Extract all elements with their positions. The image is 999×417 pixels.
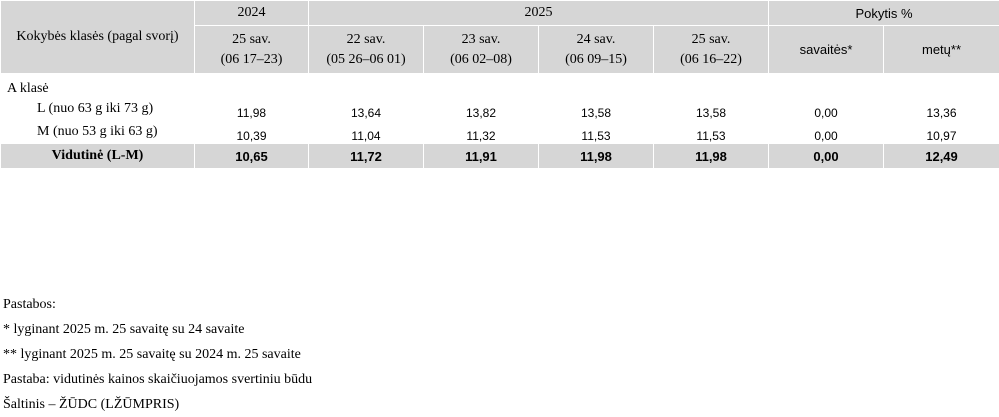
week-label: 23 sav. bbox=[462, 32, 501, 47]
notes-heading: Pastabos: bbox=[3, 292, 312, 317]
note-weighted-average: Pastaba: vidutinės kainos skaičiuojamos … bbox=[3, 367, 312, 392]
header-col-2: 22 sav. (05 26–06 01) bbox=[309, 26, 424, 74]
average-label: Vidutinė (L-M) bbox=[1, 144, 195, 169]
header-year-2024: 2024 bbox=[195, 1, 309, 26]
average-cell: 12,49 bbox=[884, 144, 999, 169]
group-label: A klasė bbox=[1, 74, 195, 98]
note-week-comparison: * lyginant 2025 m. 25 savaitę su 24 sava… bbox=[3, 317, 312, 342]
table-cell: 13,64 bbox=[309, 98, 424, 121]
price-table: Kokybės klasės (pagal svorį) 2024 2025 P… bbox=[0, 0, 999, 169]
header-col-3: 23 sav. (06 02–08) bbox=[424, 26, 539, 74]
average-cell: 11,91 bbox=[424, 144, 539, 169]
table-cell: 13,58 bbox=[654, 98, 769, 121]
note-year-comparison: ** lyginant 2025 m. 25 savaitę su 2024 m… bbox=[3, 342, 312, 367]
header-col-4: 24 sav. (06 09–15) bbox=[539, 26, 654, 74]
week-label: 22 sav. bbox=[347, 32, 386, 47]
average-cell: 11,98 bbox=[654, 144, 769, 169]
header-stub: Kokybės klasės (pagal svorį) bbox=[1, 1, 195, 74]
average-cell: 10,65 bbox=[195, 144, 309, 169]
notes: Pastabos: * lyginant 2025 m. 25 savaitę … bbox=[3, 292, 312, 417]
table-cell: 11,53 bbox=[539, 121, 654, 144]
table-cell: 13,36 bbox=[884, 98, 999, 121]
average-cell: 11,98 bbox=[539, 144, 654, 169]
header-change-year: metų** bbox=[884, 26, 999, 74]
group-row: A klasė bbox=[1, 74, 999, 98]
average-cell: 0,00 bbox=[769, 144, 884, 169]
week-range: (06 17–23) bbox=[221, 52, 283, 67]
week-label: 24 sav. bbox=[577, 32, 616, 47]
week-label: 25 sav. bbox=[692, 32, 731, 47]
table-cell: 11,04 bbox=[309, 121, 424, 144]
table-row: L (nuo 63 g iki 73 g) 11,98 13,64 13,82 … bbox=[1, 98, 999, 121]
average-row: Vidutinė (L-M) 10,65 11,72 11,91 11,98 1… bbox=[1, 144, 999, 169]
week-label: 25 sav. bbox=[232, 32, 271, 47]
row-label: M (nuo 53 g iki 63 g) bbox=[1, 121, 195, 144]
table-cell: 11,53 bbox=[654, 121, 769, 144]
header-change-week: savaitės* bbox=[769, 26, 884, 74]
header-year-2025: 2025 bbox=[309, 1, 769, 26]
row-label: L (nuo 63 g iki 73 g) bbox=[1, 98, 195, 121]
table-cell: 10,39 bbox=[195, 121, 309, 144]
table-cell: 11,98 bbox=[195, 98, 309, 121]
table-cell: 0,00 bbox=[769, 98, 884, 121]
week-range: (06 16–22) bbox=[680, 52, 742, 67]
table-cell: 13,58 bbox=[539, 98, 654, 121]
table-cell: 11,32 bbox=[424, 121, 539, 144]
header-col-1: 25 sav. (06 17–23) bbox=[195, 26, 309, 74]
header-col-5: 25 sav. (06 16–22) bbox=[654, 26, 769, 74]
table-cell: 0,00 bbox=[769, 121, 884, 144]
table-cell: 10,97 bbox=[884, 121, 999, 144]
note-source: Šaltinis – ŽŪDC (LŽŪMPRIS) bbox=[3, 392, 312, 417]
week-range: (06 02–08) bbox=[450, 52, 512, 67]
average-cell: 11,72 bbox=[309, 144, 424, 169]
header-change: Pokytis % bbox=[769, 1, 999, 26]
week-range: (05 26–06 01) bbox=[326, 52, 405, 67]
week-range: (06 09–15) bbox=[565, 52, 627, 67]
table-cell: 13,82 bbox=[424, 98, 539, 121]
table-row: M (nuo 53 g iki 63 g) 10,39 11,04 11,32 … bbox=[1, 121, 999, 144]
